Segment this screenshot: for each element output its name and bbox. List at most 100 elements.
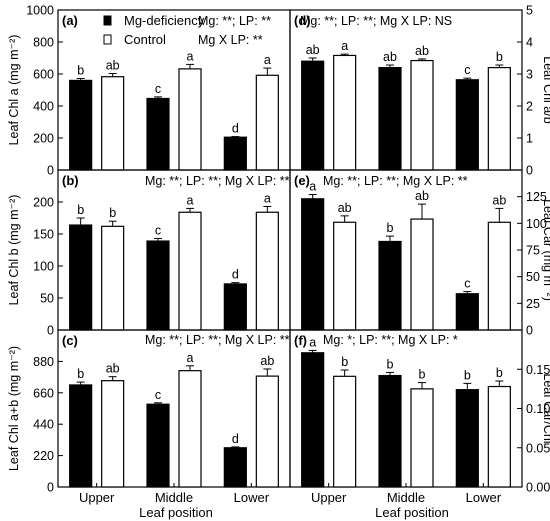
panel-label: (f) <box>294 333 307 348</box>
bar-control <box>487 66 511 171</box>
y-tick-label: 100 <box>526 217 547 231</box>
bar-control <box>101 225 125 331</box>
y-axis-title: Leaf Car (mg m⁻²) <box>541 199 550 301</box>
bar-control <box>178 68 202 171</box>
significance-annotation: Mg: **; LP: **; Mg X LP: ** <box>145 333 290 347</box>
significance-letter: c <box>155 388 161 402</box>
y-tick-label: 50 <box>40 292 54 306</box>
bar-control <box>487 385 511 488</box>
y-tick-label: 0 <box>47 164 54 178</box>
legend-label-control: Control <box>124 32 166 47</box>
legend-label-mg-deficiency: Mg-deficiency <box>124 13 205 28</box>
significance-letter: ab <box>106 59 120 73</box>
bar-control <box>487 221 511 331</box>
y-axis-title: Leaf Chl a/b <box>541 56 550 123</box>
bar-mg-deficiency <box>146 97 170 171</box>
panel-label: (a) <box>62 13 78 28</box>
bar-control <box>333 54 357 171</box>
panel-label: (e) <box>294 173 310 188</box>
significance-letter: d <box>232 122 239 136</box>
y-tick-label: 880 <box>33 355 54 369</box>
significance-letter: a <box>341 39 348 53</box>
significance-letter: b <box>419 368 426 382</box>
y-tick-label: 50 <box>526 270 540 284</box>
y-tick-label: 0.00 <box>526 481 550 495</box>
y-tick-label: 800 <box>33 36 54 50</box>
bar-mg-deficiency <box>146 240 170 331</box>
bar-control <box>101 380 125 488</box>
bar-mg-deficiency <box>69 79 93 171</box>
bar-mg-deficiency <box>223 136 247 171</box>
bar-control <box>178 211 202 331</box>
panel-label: (b) <box>62 173 79 188</box>
bar-mg-deficiency <box>301 198 325 331</box>
significance-letter: b <box>496 366 503 380</box>
y-tick-label: 0 <box>47 481 54 495</box>
significance-letter: b <box>77 367 84 381</box>
legend: Mg-deficiency Control <box>103 13 205 47</box>
bar-mg-deficiency <box>69 384 93 488</box>
significance-letter: b <box>387 221 394 235</box>
bar-mg-deficiency <box>378 374 402 488</box>
bar-control <box>101 76 125 171</box>
significance-letter: b <box>464 368 471 382</box>
panel-frame <box>289 329 523 488</box>
panel-frame <box>57 329 291 488</box>
panel-b: 0 50 100 150 200 Leaf Chl b (mg m⁻²) (b) Mg: **… <box>7 169 291 338</box>
bar-mg-deficiency <box>455 79 479 171</box>
significance-letter: a <box>187 351 194 365</box>
significance-letter: ab <box>306 43 320 57</box>
panel-label: (c) <box>62 333 78 348</box>
bar-mg-deficiency <box>378 66 402 171</box>
y-tick-label: 200 <box>33 132 54 146</box>
y-tick-label: 440 <box>33 418 54 432</box>
bar-mg-deficiency <box>69 224 93 331</box>
y-axis-title: Leaf Chl a (mg m⁻²) <box>7 35 21 146</box>
y-tick-label: 0.10 <box>526 402 550 416</box>
bar-control <box>255 211 279 331</box>
significance-letter: c <box>155 82 161 96</box>
significance-letter: c <box>464 277 470 291</box>
x-tick-label: Upper <box>311 490 347 505</box>
x-tick-label: Middle <box>155 490 193 505</box>
significance-letter: ab <box>260 354 274 368</box>
y-tick-label: 220 <box>33 449 54 463</box>
y-tick-label: 0 <box>526 324 533 338</box>
significance-letter: b <box>77 203 84 217</box>
panel-a: 0 200 400 600 800 1000 Leaf Chl a (mg m⁻²) (a) M… <box>7 4 291 178</box>
y-tick-label: 5 <box>526 4 533 18</box>
significance-annotation: Mg X LP: ** <box>198 33 263 47</box>
bar-control <box>178 370 202 488</box>
x-tick-label: Middle <box>387 490 425 505</box>
panel-frame <box>57 169 291 331</box>
bar-mg-deficiency <box>223 447 247 488</box>
x-tick-label: Lower <box>466 490 502 505</box>
y-tick-label: 0 <box>526 164 533 178</box>
significance-annotation: Mg: **; LP: **; Mg X LP: ** <box>323 174 468 188</box>
bar-mg-deficiency <box>146 403 170 488</box>
y-tick-label: 660 <box>33 386 54 400</box>
bar-mg-deficiency <box>301 352 325 488</box>
y-tick-label: 0.15 <box>526 363 550 377</box>
significance-annotation: Mg: **; LP: ** <box>198 14 271 28</box>
y-tick-label: 400 <box>33 100 54 114</box>
bar-mg-deficiency <box>455 389 479 488</box>
y-tick-label: 0.05 <box>526 441 550 455</box>
bar-mg-deficiency <box>378 240 402 331</box>
bar-control <box>333 375 357 488</box>
x-axis-title-right: Leaf position <box>375 505 449 520</box>
significance-letter: ab <box>383 50 397 64</box>
panel-c: 0 220 440 660 880 Leaf Chl a+b (mg m⁻²) (c) Mg:… <box>7 329 291 505</box>
significance-letter: a <box>187 49 194 63</box>
y-tick-label: 75 <box>526 244 540 258</box>
significance-letter: ab <box>415 189 429 203</box>
bar-control <box>410 218 434 331</box>
bar-mg-deficiency <box>455 293 479 331</box>
significance-letter: b <box>341 355 348 369</box>
significance-letter: b <box>387 357 394 371</box>
significance-letter: a <box>264 191 271 205</box>
y-tick-label: 0 <box>47 324 54 338</box>
y-tick-label: 200 <box>33 196 54 210</box>
